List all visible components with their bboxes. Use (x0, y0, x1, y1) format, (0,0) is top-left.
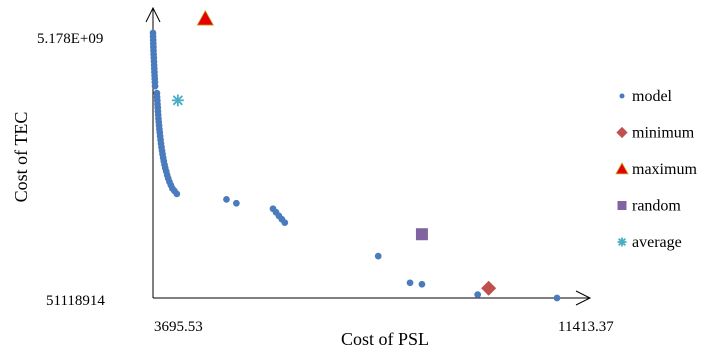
legend-marker-minimum (616, 126, 628, 139)
chart-marks (149, 9, 561, 302)
legend-label-average: average (632, 234, 682, 251)
legend-marker-random (617, 201, 627, 210)
y-tick-label-min: 51118914 (46, 293, 105, 309)
legend-label-model: model (632, 88, 673, 105)
legend-marker-model (619, 93, 625, 99)
model-point-48 (232, 199, 240, 207)
model-point-54 (374, 252, 382, 260)
maximum-point-1 (196, 9, 214, 26)
x-tick-label-min: 3695.53 (154, 319, 203, 335)
y-tick-label-max: 5.178E+09 (37, 31, 103, 47)
model-point-56 (418, 280, 426, 288)
minimum-point-1 (481, 280, 497, 296)
y-axis-arrow (145, 6, 161, 23)
legend-marker-average (617, 237, 627, 247)
x-axis-arrow (575, 290, 592, 306)
x-tick-label-max: 11413.37 (558, 319, 614, 335)
model-point-16 (151, 82, 159, 90)
model-point-58 (553, 294, 561, 302)
legend-marker-maximum (615, 162, 629, 175)
legend-label-maximum: maximum (632, 161, 697, 178)
x-axis-title: Cost of PSL (341, 329, 429, 349)
model-point-57 (474, 291, 482, 299)
model-point-53 (281, 219, 289, 226)
legend-label-random: random (632, 198, 681, 215)
model-point-55 (406, 279, 414, 287)
model-point-47 (223, 195, 230, 203)
legend-label-minimum: minimum (632, 125, 695, 142)
average-point-1 (171, 94, 184, 107)
legend: model minimum maximum random average (615, 88, 697, 251)
y-axis-title: Cost of TEC (11, 112, 31, 203)
random-point-1 (415, 228, 428, 241)
model-point-46 (173, 190, 181, 198)
